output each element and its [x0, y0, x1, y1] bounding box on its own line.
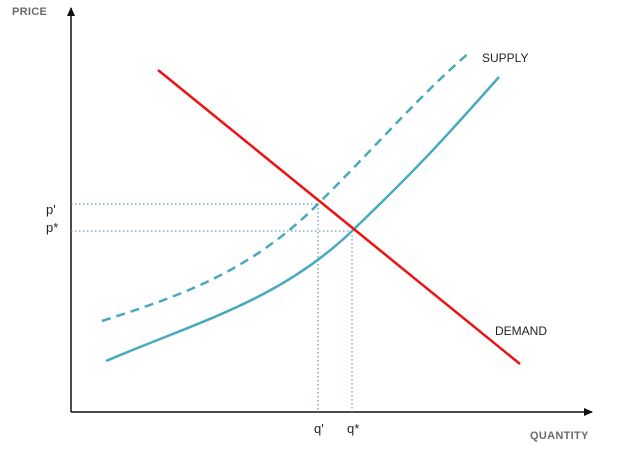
q-star-label: q*	[347, 421, 359, 436]
x-axis-title: QUANTITY	[530, 430, 589, 442]
q-prime-label: q'	[314, 421, 324, 436]
y-axis-title: PRICE	[12, 6, 47, 18]
supply-label: SUPPLY	[482, 51, 528, 65]
p-prime-label: p'	[46, 202, 56, 217]
p-star-label: p*	[46, 220, 58, 235]
supply-curve	[105, 76, 500, 363]
shifted-supply-curve	[101, 51, 471, 323]
demand-label: DEMAND	[495, 324, 547, 338]
demand-curve	[157, 69, 521, 365]
